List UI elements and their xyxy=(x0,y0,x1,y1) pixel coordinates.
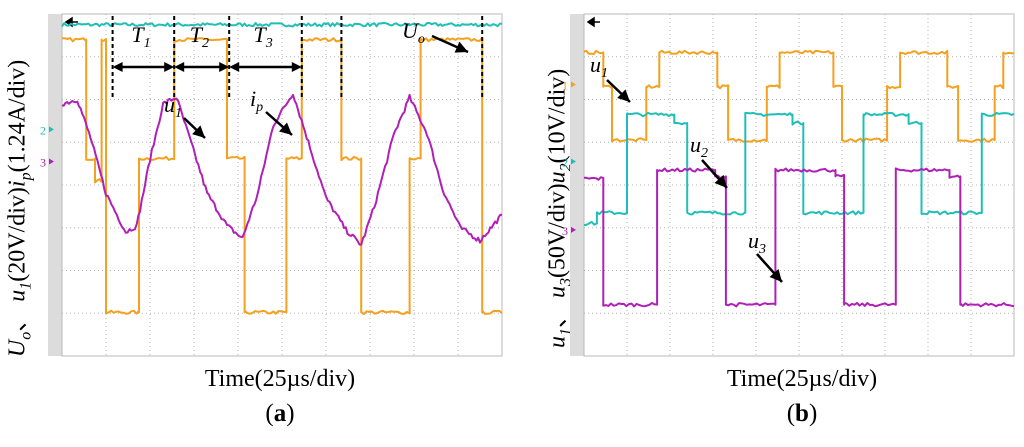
series-ip xyxy=(61,93,503,246)
trigger-marker-icon xyxy=(64,16,78,28)
label-T3: T3 xyxy=(254,22,273,51)
arrow-b-u3-head xyxy=(769,269,782,282)
channel-marker-arrow-icon xyxy=(571,158,576,165)
channel-marker-3: 3 xyxy=(40,155,46,169)
grid xyxy=(62,14,502,356)
period-arrow-left-icon xyxy=(174,62,185,72)
panel-letter-b: b xyxy=(795,400,809,427)
period-arrow-right-icon xyxy=(164,62,175,72)
panel-a: Uo、 u1(20V/div)ip(1.24A/div) 2 3 T1 T2 T3 Uo u… xyxy=(5,13,503,427)
xlabel-b: Time(25µs/div) xyxy=(726,366,878,392)
channel-marker-3: 3 xyxy=(562,224,568,238)
label-b-u1: u1 xyxy=(590,52,608,81)
series-u2 xyxy=(583,111,1015,227)
channel-marker-arrow-icon xyxy=(571,226,576,233)
series-u1 xyxy=(62,37,503,316)
panel-letter-a: a xyxy=(273,400,287,427)
channel-gutter xyxy=(48,14,62,356)
label-T2: T2 xyxy=(190,22,209,51)
label-b-u3: u3 xyxy=(748,228,766,257)
panel-label-a: (a) xyxy=(265,400,295,427)
xlabel-a: Time(25µs/div) xyxy=(204,366,356,392)
trigger-marker-icon xyxy=(586,16,600,28)
channel-marker-2: 2 xyxy=(562,155,568,169)
series-u1 xyxy=(583,49,1015,143)
label-ip: ip xyxy=(250,86,263,115)
channel-marker-arrow-icon xyxy=(49,158,54,165)
label-Uo: Uo xyxy=(402,18,425,47)
arrow-u1-head xyxy=(192,125,205,138)
channel-gutter xyxy=(570,14,584,356)
label-b-u2: u2 xyxy=(690,132,708,161)
period-arrow-left-icon xyxy=(112,62,123,72)
chart-b: 1 2 3 u1 u2 u3 xyxy=(562,13,1015,357)
panel-label-b: (b) xyxy=(786,400,818,427)
arrow-Uo-head xyxy=(454,41,468,53)
period-arrow-right-icon xyxy=(219,62,230,72)
channel-marker-arrow-icon xyxy=(571,81,576,88)
label-u1: u1 xyxy=(164,92,182,121)
period-arrow-right-icon xyxy=(291,62,302,72)
series-u3 xyxy=(583,167,1015,308)
label-T1: T1 xyxy=(131,22,150,51)
chart-a: 2 3 T1 T2 T3 Uo u1 ip xyxy=(40,13,503,357)
grid xyxy=(584,14,1014,356)
arrow-ip-head xyxy=(279,122,292,135)
panel-b: u1、 u3(50V/div)u2(10V/div) 1 2 3 u1 u2 u3 Tim… xyxy=(512,0,1024,447)
arrow-b-u1-head xyxy=(617,89,630,102)
period-arrow-left-icon xyxy=(229,62,240,72)
series-Uo xyxy=(61,22,503,28)
channel-marker-1: 1 xyxy=(562,79,568,93)
channel-marker-arrow-icon xyxy=(49,126,54,133)
channel-marker-2: 2 xyxy=(40,123,46,137)
arrow-b-u2-head xyxy=(714,175,727,188)
